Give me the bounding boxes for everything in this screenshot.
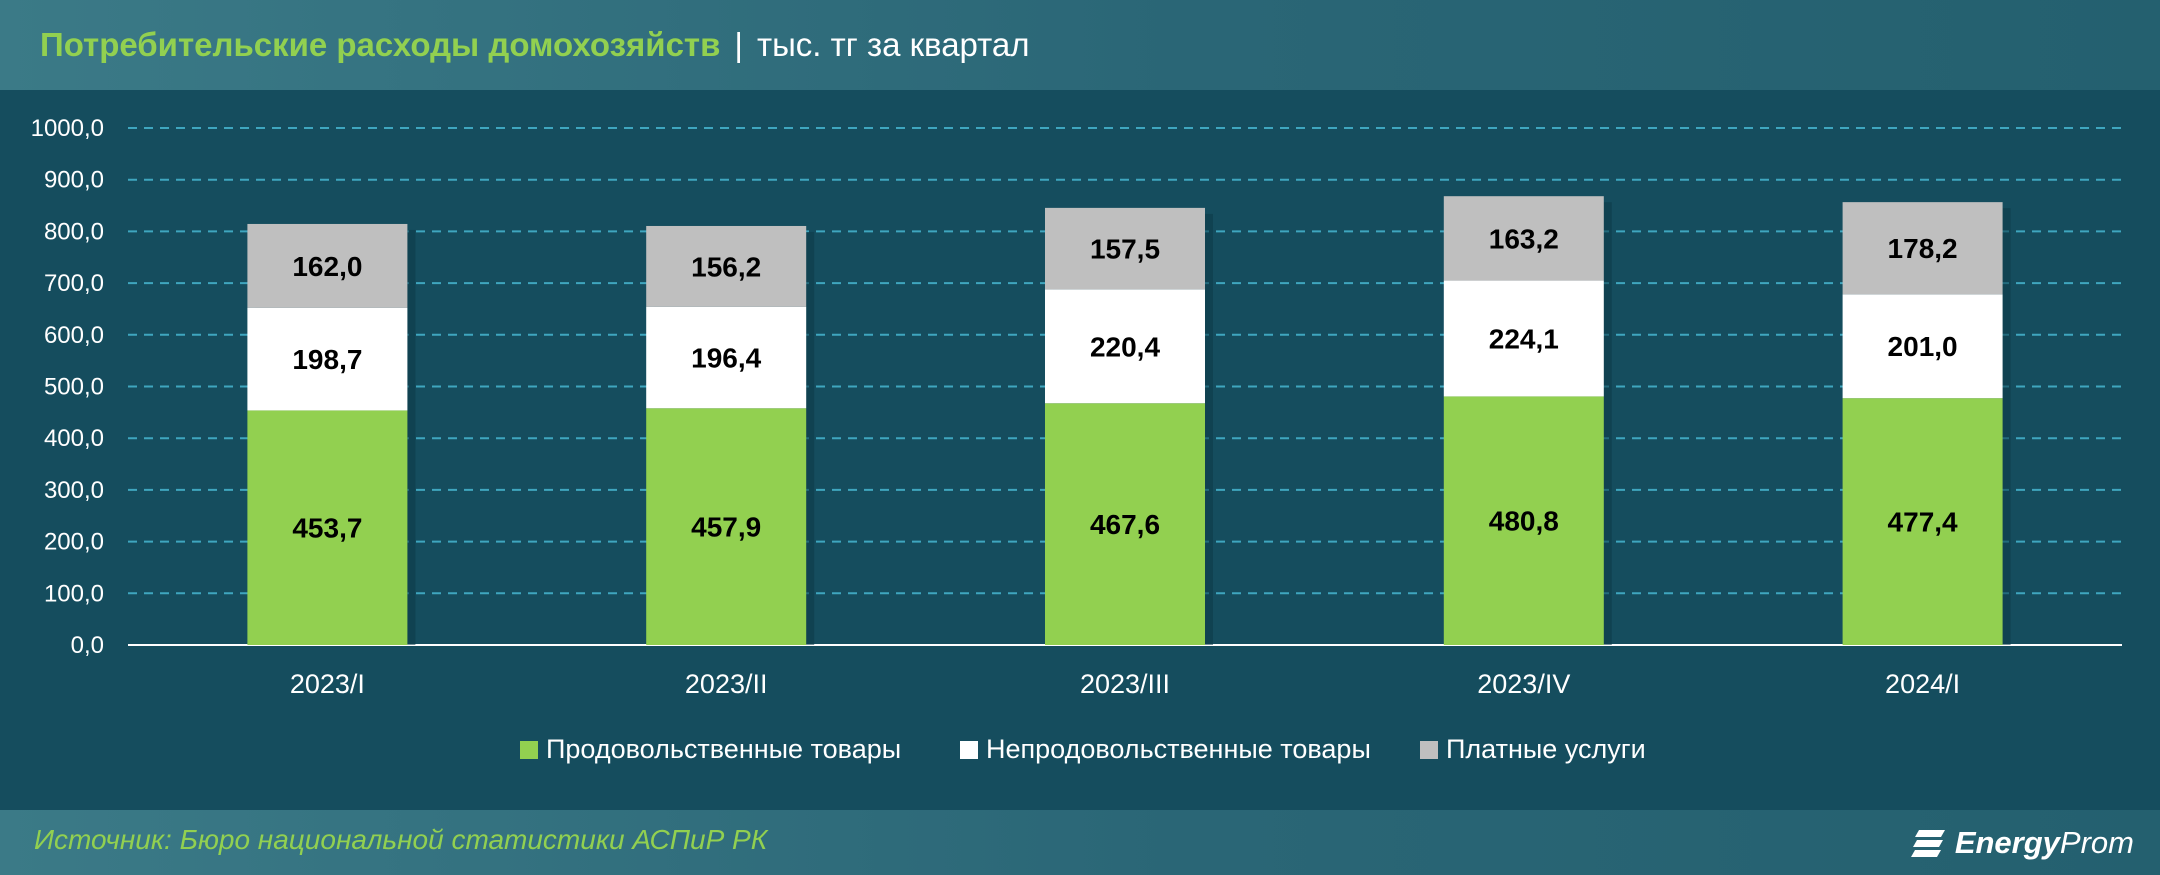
data-label: 163,2: [1489, 223, 1559, 254]
bar-segment-nonfood: [1842, 294, 2003, 399]
bar-segment-food: [1443, 396, 1604, 645]
energyprom-logo: EnergyProm: [1910, 820, 2134, 866]
legend-swatch-nonfood: [960, 741, 978, 759]
y-tick-label: 1000,0: [31, 115, 104, 142]
data-label: 196,4: [691, 342, 761, 373]
legend-label: Платные услуги: [1446, 734, 1646, 764]
source-note: Источник: Бюро национальной статистики А…: [34, 824, 768, 855]
data-label: 453,7: [292, 513, 362, 544]
bar-segment-nonfood: [247, 307, 408, 411]
data-label: 224,1: [1489, 323, 1559, 354]
y-tick-label: 0,0: [71, 632, 104, 659]
data-label: 156,2: [691, 251, 761, 282]
bar-segment-food: [1045, 403, 1205, 645]
y-tick-label: 600,0: [44, 322, 104, 349]
y-tick-label: 700,0: [44, 270, 104, 297]
logo-text: EnergyProm: [1955, 825, 2134, 861]
x-tick-label: 2023/III: [1080, 669, 1170, 699]
data-label: 162,0: [292, 251, 362, 282]
legend-label: Непродовольственные товары: [986, 734, 1371, 764]
y-tick-label: 900,0: [44, 167, 104, 194]
data-label: 178,2: [1888, 233, 1958, 264]
bar-segment-nonfood: [1045, 289, 1205, 404]
x-tick-label: 2023/IV: [1477, 669, 1570, 699]
y-tick-label: 100,0: [44, 580, 104, 607]
title-block: Потребительские расходы домохозяйств | т…: [0, 26, 1030, 64]
stacked-bar-chart: 0,0 100,0 200,0 300,0 400,0 500,0 600,0 700,0 80…: [31, 115, 2122, 764]
chart-subtitle: тыс. тг за квартал: [756, 26, 1030, 63]
bar-segment-food: [1842, 398, 2003, 645]
data-label: 467,6: [1090, 509, 1160, 540]
chart-footer: Источник: Бюро национальной статистики А…: [0, 810, 2160, 875]
data-label: 220,4: [1090, 331, 1160, 362]
y-tick-label: 800,0: [44, 218, 104, 245]
data-label: 201,0: [1888, 331, 1958, 362]
bar-segment-services: [247, 223, 408, 308]
x-tick-label: 2024/I: [1885, 669, 1960, 699]
bar-segment-food: [247, 410, 408, 645]
chart-header: Потребительские расходы домохозяйств | т…: [0, 0, 2160, 90]
energyprom-logo-icon: [1910, 830, 1945, 857]
legend-label: Продовольственные товары: [546, 734, 901, 764]
bar-segment-services: [646, 225, 807, 307]
y-tick-label: 400,0: [44, 425, 104, 452]
chart-title: Потребительские расходы домохозяйств: [40, 26, 721, 63]
bar-segment-services: [1842, 202, 2003, 295]
bar-segment-nonfood: [1443, 280, 1604, 397]
legend-swatch-food: [520, 741, 538, 759]
y-tick-label: 300,0: [44, 477, 104, 504]
logo-text-thin: Prom: [2059, 825, 2134, 860]
y-tick-label: 500,0: [44, 374, 104, 401]
legend-swatch-services: [1420, 741, 1438, 759]
bar-segment-services: [1443, 196, 1604, 281]
bar-segment-services: [1045, 207, 1205, 290]
x-tick-label: 2023/II: [685, 669, 768, 699]
bar-segment-food: [646, 408, 807, 645]
data-label: 198,7: [292, 344, 362, 375]
x-tick-label: 2023/I: [290, 669, 365, 699]
title-separator: |: [734, 26, 743, 63]
chart-area: 0,0 100,0 200,0 300,0 400,0 500,0 600,0 700,0 80…: [0, 90, 2160, 810]
bar-segment-nonfood: [646, 306, 807, 409]
data-label: 457,9: [691, 512, 761, 543]
y-tick-label: 200,0: [44, 529, 104, 556]
logo-text-bold: Energy: [1954, 825, 2060, 860]
data-label: 480,8: [1489, 506, 1559, 537]
data-label: 157,5: [1090, 234, 1160, 265]
data-label: 477,4: [1888, 507, 1958, 538]
